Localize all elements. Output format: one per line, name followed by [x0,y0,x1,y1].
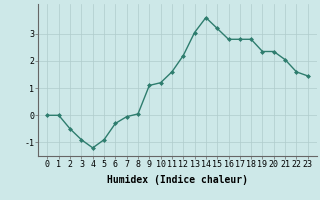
X-axis label: Humidex (Indice chaleur): Humidex (Indice chaleur) [107,175,248,185]
